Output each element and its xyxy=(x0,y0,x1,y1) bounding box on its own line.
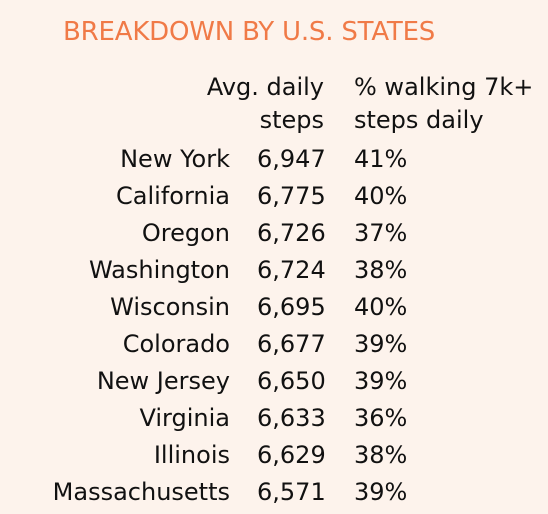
column-header-avg-daily-steps-line2: steps xyxy=(259,106,324,134)
state-name: Washington xyxy=(88,256,230,284)
pct-walking-value: 38% xyxy=(354,441,408,469)
column-header-pct-walking: % walking 7k+ steps daily xyxy=(354,71,533,137)
pct-walking-value: 39% xyxy=(354,478,408,506)
column-header-pct-walking-line1: % walking 7k+ xyxy=(354,73,534,101)
avg-daily-steps-value: 6,677 xyxy=(257,330,326,358)
table-row: Wisconsin 6,695 40% xyxy=(0,289,548,326)
table-row: Illinois 6,629 38% xyxy=(0,437,548,474)
avg-daily-steps-value: 6,633 xyxy=(257,404,326,432)
state-name: Virginia xyxy=(139,404,231,432)
avg-daily-steps-value: 6,629 xyxy=(257,441,326,469)
state-name: Illinois xyxy=(153,441,230,469)
state-name: New York xyxy=(120,145,230,173)
pct-walking-value: 38% xyxy=(354,256,408,284)
pct-walking-value: 39% xyxy=(354,367,408,395)
table-row: New York 6,947 41% xyxy=(0,141,548,178)
avg-daily-steps-value: 6,724 xyxy=(257,256,326,284)
table-row: Virginia 6,633 36% xyxy=(0,400,548,437)
chart-title: BREAKDOWN BY U.S. STATES xyxy=(63,17,436,47)
avg-daily-steps-value: 6,571 xyxy=(257,478,326,506)
state-name: Wisconsin xyxy=(110,293,230,321)
state-name: Massachusetts xyxy=(52,478,230,506)
column-header-avg-daily-steps-line1: Avg. daily xyxy=(206,73,324,101)
table-row: Colorado 6,677 39% xyxy=(0,326,548,363)
avg-daily-steps-value: 6,947 xyxy=(257,145,326,173)
table-row: New Jersey 6,650 39% xyxy=(0,363,548,400)
table-row: Massachusetts 6,571 39% xyxy=(0,474,548,511)
table-row: Washington 6,724 38% xyxy=(0,252,548,289)
avg-daily-steps-value: 6,726 xyxy=(257,219,326,247)
avg-daily-steps-value: 6,695 xyxy=(257,293,326,321)
table-row: Oregon 6,726 37% xyxy=(0,215,548,252)
table-row: California 6,775 40% xyxy=(0,178,548,215)
pct-walking-value: 37% xyxy=(354,219,408,247)
avg-daily-steps-value: 6,775 xyxy=(257,182,326,210)
state-name: Oregon xyxy=(141,219,230,247)
pct-walking-value: 36% xyxy=(354,404,408,432)
pct-walking-value: 39% xyxy=(354,330,408,358)
pct-walking-value: 40% xyxy=(354,293,408,321)
column-header-avg-daily-steps: Avg. daily steps xyxy=(207,71,324,137)
column-header-pct-walking-line2: steps daily xyxy=(354,106,484,134)
avg-daily-steps-value: 6,650 xyxy=(257,367,326,395)
pct-walking-value: 41% xyxy=(354,145,408,173)
pct-walking-value: 40% xyxy=(354,182,408,210)
state-name: California xyxy=(116,182,230,210)
state-name: Colorado xyxy=(122,330,230,358)
state-name: New Jersey xyxy=(96,367,230,395)
